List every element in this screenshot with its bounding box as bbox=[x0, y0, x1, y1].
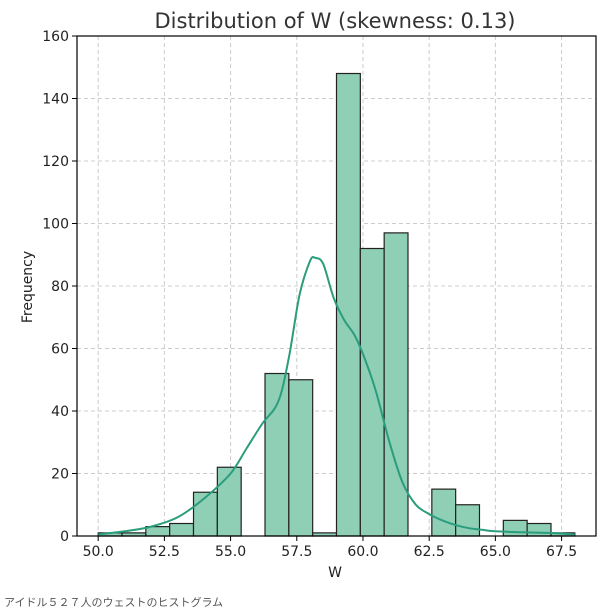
histogram-bar-10 bbox=[335, 72, 361, 537]
histogram-bar-8 bbox=[288, 379, 314, 537]
y-tick-label-6: 120 bbox=[42, 154, 69, 170]
histogram-bar-7 bbox=[264, 372, 290, 537]
x-tick-label-6: 65.0 bbox=[480, 544, 511, 560]
y-tick-label-4: 80 bbox=[51, 279, 69, 295]
histogram-chart: 50.0 52.5 55.0 57.5 60.0 62.5 65.0 67.5 0 20 40 60… bbox=[20, 9, 597, 581]
chart-title: Distribution of W (skewness: 0.13) bbox=[155, 9, 516, 33]
y-tick-label-7: 140 bbox=[42, 92, 69, 108]
x-tick-label-0: 50.0 bbox=[83, 544, 114, 560]
x-tick-label-2: 55.0 bbox=[215, 544, 246, 560]
y-tick-label-1: 20 bbox=[51, 467, 69, 483]
x-axis-label: W bbox=[328, 565, 342, 581]
histogram-bar-5 bbox=[216, 466, 242, 537]
y-axis-ticks: 0 20 40 60 80 100 120 140 160 bbox=[42, 29, 77, 545]
x-tick-label-3: 57.5 bbox=[281, 544, 312, 560]
kde-curve bbox=[98, 255, 575, 536]
y-tick-label-8: 160 bbox=[42, 29, 69, 45]
histogram-bar-3 bbox=[169, 522, 195, 537]
histogram-bar-4 bbox=[192, 491, 218, 537]
y-axis-label: Frequency bbox=[20, 251, 36, 323]
x-tick-label-5: 62.5 bbox=[414, 544, 445, 560]
histogram-bar-15 bbox=[455, 504, 481, 537]
y-tick-label-3: 60 bbox=[51, 342, 69, 358]
y-tick-label-0: 0 bbox=[60, 529, 69, 545]
histogram-bar-17 bbox=[502, 519, 528, 537]
histogram-bar-12 bbox=[383, 232, 409, 537]
y-tick-label-5: 100 bbox=[42, 217, 69, 233]
histogram-bar-14 bbox=[431, 488, 457, 537]
histogram-bar-18 bbox=[526, 522, 552, 537]
histogram-bars bbox=[97, 72, 576, 537]
image-caption: アイドル５２７人のウェストのヒストグラム bbox=[4, 596, 224, 609]
x-tick-label-4: 60.0 bbox=[347, 544, 378, 560]
x-tick-label-1: 52.5 bbox=[149, 544, 180, 560]
histogram-bar-11 bbox=[359, 247, 385, 537]
x-axis-ticks: 50.0 52.5 55.0 57.5 60.0 62.5 65.0 67.5 bbox=[83, 536, 577, 560]
x-tick-label-7: 67.5 bbox=[546, 544, 577, 560]
y-tick-label-2: 40 bbox=[51, 404, 69, 420]
